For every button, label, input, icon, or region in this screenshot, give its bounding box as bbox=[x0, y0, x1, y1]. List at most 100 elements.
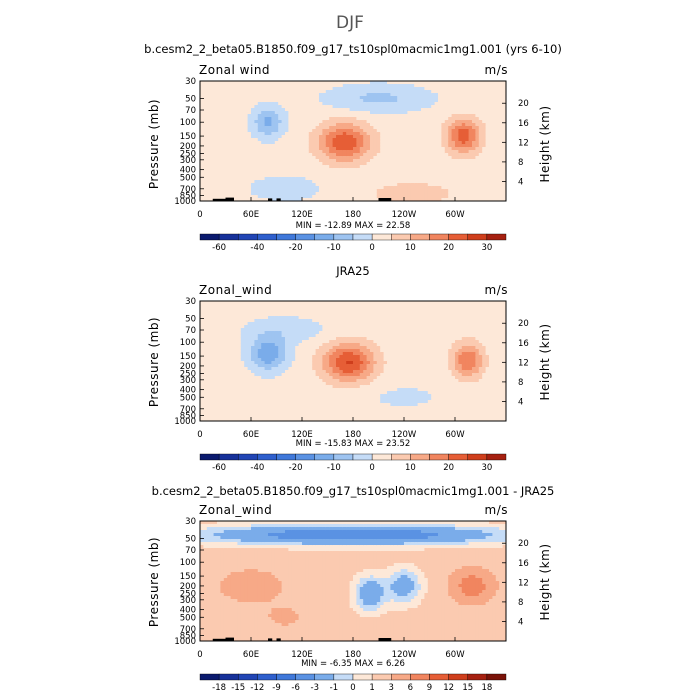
field-cell bbox=[288, 418, 293, 422]
field-cell bbox=[230, 138, 235, 142]
field-cell bbox=[305, 367, 310, 371]
field-cell bbox=[251, 93, 255, 97]
field-cell bbox=[329, 168, 333, 172]
field-cell bbox=[308, 313, 313, 317]
field-cell bbox=[247, 337, 252, 341]
field-cell bbox=[220, 364, 225, 368]
field-cell bbox=[373, 135, 378, 139]
field-cell bbox=[478, 150, 483, 154]
field-cell bbox=[261, 409, 265, 413]
field-cell bbox=[237, 403, 242, 407]
field-cell bbox=[274, 180, 279, 184]
field-cell bbox=[315, 114, 320, 118]
field-cell bbox=[431, 153, 435, 157]
field-cell bbox=[472, 180, 476, 184]
field-cell bbox=[244, 189, 248, 193]
field-cell bbox=[210, 331, 214, 335]
field-cell bbox=[305, 99, 310, 103]
field-cell bbox=[251, 343, 255, 347]
field-cell bbox=[210, 316, 214, 320]
field-cell bbox=[451, 93, 456, 97]
field-cell bbox=[339, 174, 344, 178]
field-cell bbox=[448, 81, 452, 85]
field-cell bbox=[295, 96, 299, 100]
field-cell bbox=[424, 135, 429, 139]
field-cell bbox=[363, 96, 367, 100]
field-cell bbox=[363, 162, 367, 166]
field-cell bbox=[383, 180, 388, 184]
field-cell bbox=[261, 90, 265, 94]
field-cell bbox=[274, 304, 279, 308]
field-cell bbox=[410, 159, 415, 163]
colorbar-swatch bbox=[391, 233, 411, 241]
field-cell bbox=[322, 156, 327, 160]
field-cell bbox=[393, 129, 398, 133]
field-cell bbox=[288, 153, 293, 157]
field-cell bbox=[291, 147, 296, 151]
field-cell bbox=[414, 138, 418, 142]
field-cell bbox=[421, 108, 425, 112]
field-cell bbox=[291, 409, 296, 413]
field-cell bbox=[213, 144, 218, 148]
field-cell bbox=[210, 304, 214, 308]
field-cell bbox=[342, 156, 347, 160]
field-cell bbox=[230, 397, 235, 401]
field-cell bbox=[291, 406, 296, 410]
field-cell bbox=[478, 129, 483, 133]
field-cell bbox=[234, 162, 238, 166]
field-cell bbox=[281, 352, 286, 356]
field-cell bbox=[230, 156, 235, 160]
field-cell bbox=[489, 147, 493, 151]
field-cell bbox=[342, 195, 347, 199]
field-cell bbox=[407, 90, 412, 94]
field-cell bbox=[451, 150, 456, 154]
field-cell bbox=[220, 147, 225, 151]
field-cell bbox=[254, 159, 259, 163]
field-cell bbox=[305, 313, 310, 317]
field-cell bbox=[223, 93, 228, 97]
field-cell bbox=[393, 198, 398, 202]
field-cell bbox=[312, 141, 316, 145]
field-cell bbox=[356, 84, 361, 88]
field-cell bbox=[257, 373, 262, 377]
field-cell bbox=[210, 171, 214, 175]
field-cell bbox=[230, 370, 235, 374]
field-cell bbox=[305, 349, 310, 353]
field-cell bbox=[254, 111, 259, 115]
field-cell bbox=[458, 141, 463, 145]
field-cell bbox=[217, 123, 221, 127]
field-cell bbox=[257, 123, 262, 127]
field-cell bbox=[274, 186, 279, 190]
field-cell bbox=[329, 87, 333, 91]
field-cell bbox=[424, 144, 429, 148]
field-cell bbox=[281, 135, 286, 139]
field-cell bbox=[223, 328, 228, 332]
field-cell bbox=[451, 138, 456, 142]
field-cell bbox=[322, 165, 327, 169]
field-cell bbox=[203, 171, 208, 175]
field-cell bbox=[203, 367, 208, 371]
field-cell bbox=[261, 135, 265, 139]
field-cell bbox=[285, 304, 289, 308]
field-cell bbox=[217, 90, 221, 94]
field-cell bbox=[230, 340, 235, 344]
field-cell bbox=[220, 132, 225, 136]
field-cell bbox=[281, 171, 286, 175]
field-cell bbox=[278, 400, 282, 404]
field-cell bbox=[400, 90, 405, 94]
field-cell bbox=[271, 331, 276, 335]
field-cell bbox=[336, 87, 340, 91]
colorbar-label: 10 bbox=[405, 243, 416, 253]
field-cell bbox=[359, 168, 364, 172]
field-cell bbox=[206, 337, 211, 341]
field-cell bbox=[370, 186, 374, 190]
field-cell bbox=[475, 165, 480, 169]
field-cell bbox=[217, 376, 221, 380]
field-cell bbox=[213, 376, 218, 380]
field-cell bbox=[281, 304, 286, 308]
field-cell bbox=[478, 120, 483, 124]
field-cell bbox=[387, 162, 391, 166]
field-cell bbox=[217, 334, 221, 338]
field-cell bbox=[288, 331, 293, 335]
field-cell bbox=[257, 138, 262, 142]
